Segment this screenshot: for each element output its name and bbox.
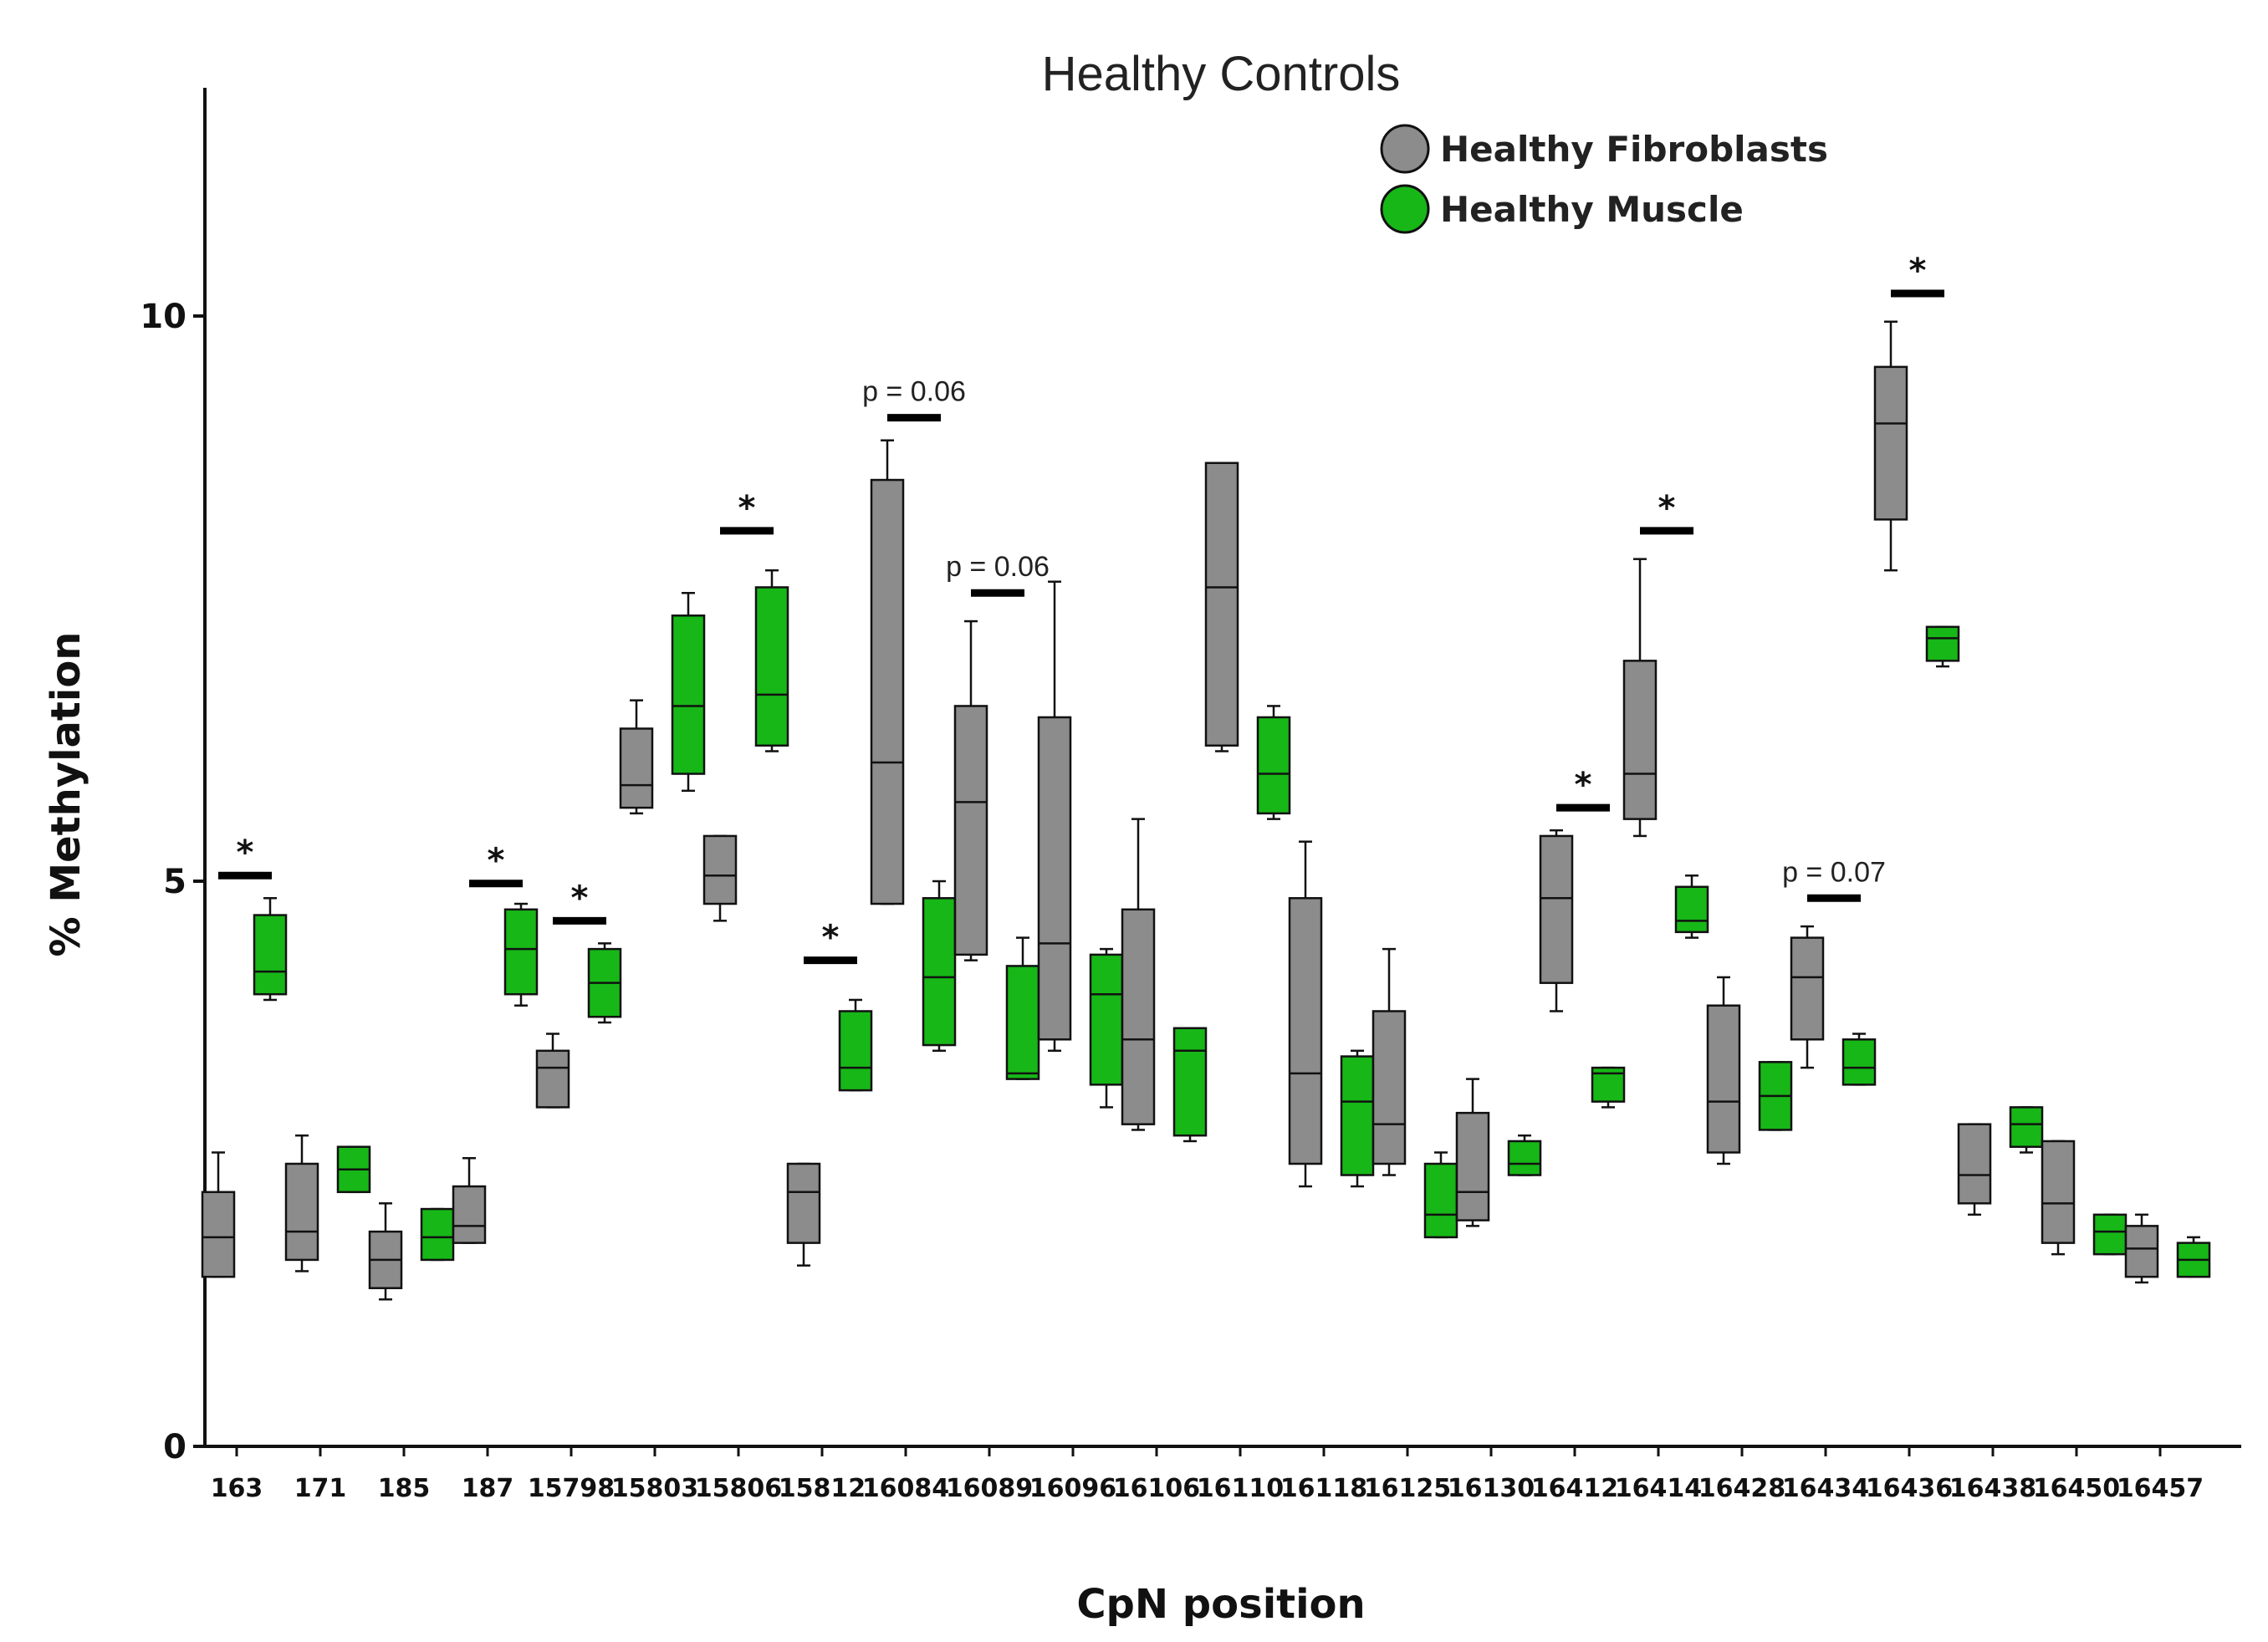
significance-label: * bbox=[822, 919, 840, 957]
significance-label: * bbox=[738, 489, 756, 528]
x-tick-label: 16450 bbox=[2033, 1474, 2120, 1503]
fibroblast-box-16110-box bbox=[1204, 461, 1239, 747]
x-tick-label: 16436 bbox=[1866, 1474, 1953, 1503]
x-tick-label: 185 bbox=[378, 1474, 431, 1503]
significance-label: p = 0.06 bbox=[862, 376, 966, 408]
x-tick-label: 16438 bbox=[1949, 1474, 2036, 1503]
muscle-box-16106-box bbox=[1172, 1027, 1208, 1137]
x-tick-label: 16089 bbox=[946, 1474, 1033, 1503]
legend-label-muscle: Healthy Muscle bbox=[1440, 189, 1744, 230]
fibroblast-box-16438-box bbox=[1957, 1123, 1992, 1205]
muscle-box-16089-box bbox=[1005, 965, 1040, 1080]
muscle-box-16434-box bbox=[1841, 1038, 1877, 1086]
x-tick-label: 187 bbox=[462, 1474, 514, 1503]
x-tick-label: 16434 bbox=[1782, 1474, 1869, 1503]
fibroblast-box-16096-box bbox=[1037, 716, 1072, 1041]
fibroblast-box-16457-box bbox=[2124, 1225, 2159, 1278]
fibroblast-box-163-box bbox=[201, 1191, 236, 1278]
significance-label: * bbox=[488, 842, 505, 880]
x-tick-label: 15798 bbox=[528, 1474, 615, 1503]
significance-label: * bbox=[237, 834, 254, 872]
muscle-box-185-box bbox=[420, 1207, 455, 1262]
muscle-box-16438-box bbox=[2009, 1106, 2044, 1148]
fibroblast-box-15806-box bbox=[702, 834, 738, 905]
fibroblast-box-16084-box bbox=[870, 478, 905, 905]
fibroblast-box-16428-box bbox=[1706, 1004, 1741, 1154]
significance-label: * bbox=[1909, 252, 1927, 290]
muscle-box-16118-box bbox=[1340, 1055, 1375, 1176]
muscle-box-16414-box bbox=[1674, 885, 1709, 934]
muscle-box-16084-box bbox=[922, 897, 957, 1047]
legend-swatch-muscle bbox=[1380, 184, 1430, 234]
legend: Healthy Fibroblasts Healthy Muscle bbox=[1380, 124, 1828, 234]
y-axis-title: % Methylation bbox=[43, 632, 89, 957]
x-tick-label: 16084 bbox=[862, 1474, 949, 1503]
fibroblast-box-16118-box bbox=[1288, 897, 1323, 1165]
fibroblast-box-16436-box bbox=[1873, 365, 1908, 521]
x-tick-label: 16412 bbox=[1531, 1474, 1618, 1503]
fibroblast-box-16412-box bbox=[1539, 834, 1574, 984]
x-tick-label: 16106 bbox=[1113, 1474, 1200, 1503]
x-tick-label: 16414 bbox=[1615, 1474, 1702, 1503]
fibroblast-box-187-box bbox=[452, 1185, 487, 1244]
significance-label: * bbox=[1658, 489, 1676, 528]
muscle-box-16450-box bbox=[2092, 1213, 2128, 1256]
fibroblast-box-16130-box bbox=[1455, 1111, 1490, 1221]
x-tick-label: 16457 bbox=[2117, 1474, 2204, 1503]
x-tick-label: 163 bbox=[211, 1474, 263, 1503]
fibroblast-box-171-box bbox=[284, 1162, 319, 1262]
muscle-box-16436-box bbox=[1925, 625, 1960, 662]
muscle-box-15806-box bbox=[754, 586, 789, 747]
significance-label: p = 0.07 bbox=[1782, 856, 1886, 888]
fibroblast-box-16089-box bbox=[953, 705, 988, 956]
legend-swatch-fibroblasts bbox=[1380, 124, 1430, 174]
legend-label-fibroblasts: Healthy Fibroblasts bbox=[1440, 129, 1828, 170]
muscle-box-16125-box bbox=[1423, 1162, 1458, 1239]
muscle-box-16110-box bbox=[1256, 716, 1291, 815]
fibroblast-box-16106-box bbox=[1121, 908, 1156, 1125]
x-axis-title: CpN position bbox=[1076, 1581, 1365, 1628]
fibroblast-box-16414-box bbox=[1622, 660, 1658, 820]
fibroblast-box-15798-box bbox=[535, 1049, 570, 1109]
fibroblast-box-15812-box bbox=[786, 1162, 821, 1244]
x-tick-label: 16428 bbox=[1698, 1474, 1785, 1503]
significance-label: * bbox=[571, 879, 589, 917]
muscle-box-16096-box bbox=[1089, 953, 1124, 1086]
x-tick-label: 16096 bbox=[1029, 1474, 1116, 1503]
muscle-box-15812-box bbox=[838, 1010, 873, 1092]
muscle-box-15803-box bbox=[671, 614, 706, 775]
muscle-box-163-box bbox=[253, 914, 288, 996]
muscle-box-187-box bbox=[503, 908, 539, 996]
y-tick-label: 10 bbox=[140, 298, 186, 336]
muscle-box-16130-box bbox=[1507, 1140, 1542, 1176]
significance-label: p = 0.06 bbox=[946, 551, 1050, 583]
x-tick-label: 16110 bbox=[1197, 1474, 1284, 1503]
fibroblast-box-15803-box bbox=[619, 727, 654, 809]
x-tick-label: 16130 bbox=[1448, 1474, 1535, 1503]
x-tick-label: 15803 bbox=[611, 1474, 698, 1503]
fibroblast-box-16450-box bbox=[2041, 1140, 2076, 1244]
fibroblast-box-16434-box bbox=[1790, 936, 1825, 1041]
y-tick-label: 5 bbox=[163, 863, 186, 901]
x-tick-label: 16125 bbox=[1364, 1474, 1451, 1503]
x-tick-label: 15806 bbox=[695, 1474, 782, 1503]
x-tick-label: 171 bbox=[294, 1474, 347, 1503]
x-tick-label: 15812 bbox=[779, 1474, 866, 1503]
y-tick-label: 0 bbox=[163, 1428, 186, 1466]
significance-label: * bbox=[1575, 766, 1592, 804]
x-tick-label: 16118 bbox=[1280, 1474, 1367, 1503]
chart-title: Healthy Controls bbox=[1042, 47, 1401, 101]
fibroblast-box-16125-box bbox=[1372, 1010, 1407, 1165]
